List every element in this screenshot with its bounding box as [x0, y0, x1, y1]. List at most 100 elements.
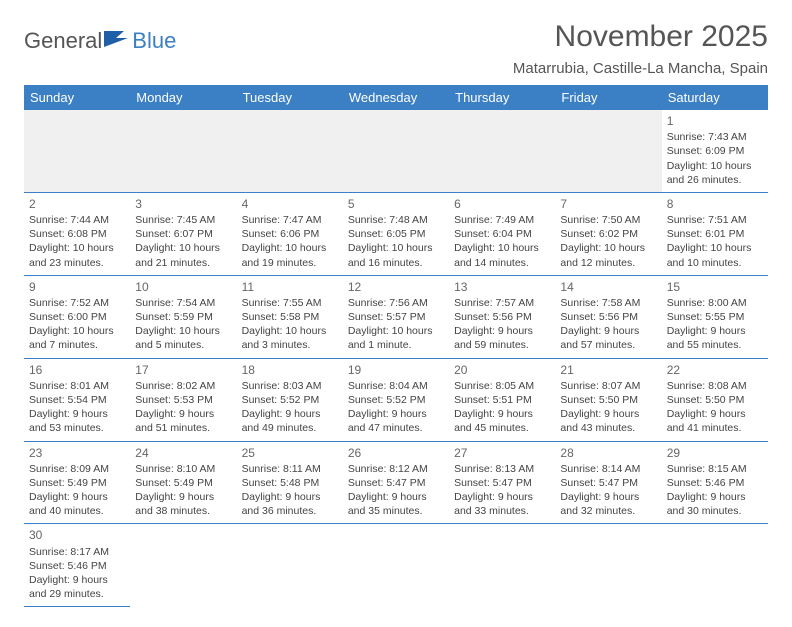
weekday-header: Monday [130, 85, 236, 110]
sunset-text: Sunset: 6:09 PM [667, 144, 763, 158]
weekday-header: Tuesday [237, 85, 343, 110]
sunrise-text: Sunrise: 8:09 AM [29, 462, 125, 476]
calendar-week-row: 2Sunrise: 7:44 AMSunset: 6:08 PMDaylight… [24, 192, 768, 275]
sunrise-text: Sunrise: 7:57 AM [454, 296, 550, 310]
day-number: 20 [454, 362, 550, 378]
daylight-text: Daylight: 9 hours and 35 minutes. [348, 490, 444, 518]
sunset-text: Sunset: 5:56 PM [560, 310, 656, 324]
calendar-week-row: 30Sunrise: 8:17 AMSunset: 5:46 PMDayligh… [24, 524, 768, 607]
calendar-day-cell: 7Sunrise: 7:50 AMSunset: 6:02 PMDaylight… [555, 192, 661, 275]
weekday-header: Friday [555, 85, 661, 110]
sunset-text: Sunset: 5:50 PM [667, 393, 763, 407]
sunrise-text: Sunrise: 8:15 AM [667, 462, 763, 476]
brand-part2: Blue [132, 28, 176, 54]
day-number: 21 [560, 362, 656, 378]
day-number: 12 [348, 279, 444, 295]
calendar-day-cell: 5Sunrise: 7:48 AMSunset: 6:05 PMDaylight… [343, 192, 449, 275]
calendar-day-cell: 15Sunrise: 8:00 AMSunset: 5:55 PMDayligh… [662, 275, 768, 358]
sunset-text: Sunset: 5:54 PM [29, 393, 125, 407]
daylight-text: Daylight: 10 hours and 3 minutes. [242, 324, 338, 352]
sunrise-text: Sunrise: 8:13 AM [454, 462, 550, 476]
calendar-day-cell: 25Sunrise: 8:11 AMSunset: 5:48 PMDayligh… [237, 441, 343, 524]
calendar-day-cell: 1Sunrise: 7:43 AMSunset: 6:09 PMDaylight… [662, 110, 768, 192]
day-number: 5 [348, 196, 444, 212]
sunset-text: Sunset: 6:07 PM [135, 227, 231, 241]
daylight-text: Daylight: 10 hours and 14 minutes. [454, 241, 550, 269]
calendar-day-cell: 28Sunrise: 8:14 AMSunset: 5:47 PMDayligh… [555, 441, 661, 524]
header: General Blue November 2025 Matarrubia, C… [24, 20, 768, 77]
sunset-text: Sunset: 5:50 PM [560, 393, 656, 407]
daylight-text: Daylight: 10 hours and 23 minutes. [29, 241, 125, 269]
sunrise-text: Sunrise: 8:00 AM [667, 296, 763, 310]
sunrise-text: Sunrise: 8:12 AM [348, 462, 444, 476]
calendar-day-cell [449, 524, 555, 607]
sunrise-text: Sunrise: 8:07 AM [560, 379, 656, 393]
weekday-header: Thursday [449, 85, 555, 110]
daylight-text: Daylight: 9 hours and 40 minutes. [29, 490, 125, 518]
sunset-text: Sunset: 5:56 PM [454, 310, 550, 324]
day-number: 15 [667, 279, 763, 295]
calendar-day-cell: 20Sunrise: 8:05 AMSunset: 5:51 PMDayligh… [449, 358, 555, 441]
day-number: 8 [667, 196, 763, 212]
calendar-day-cell: 12Sunrise: 7:56 AMSunset: 5:57 PMDayligh… [343, 275, 449, 358]
sunrise-text: Sunrise: 7:44 AM [29, 213, 125, 227]
sunset-text: Sunset: 6:02 PM [560, 227, 656, 241]
daylight-text: Daylight: 10 hours and 10 minutes. [667, 241, 763, 269]
calendar-day-cell [449, 110, 555, 192]
day-number: 16 [29, 362, 125, 378]
day-number: 26 [348, 445, 444, 461]
day-number: 7 [560, 196, 656, 212]
calendar-day-cell: 19Sunrise: 8:04 AMSunset: 5:52 PMDayligh… [343, 358, 449, 441]
daylight-text: Daylight: 9 hours and 51 minutes. [135, 407, 231, 435]
sunset-text: Sunset: 5:55 PM [667, 310, 763, 324]
calendar-day-cell: 16Sunrise: 8:01 AMSunset: 5:54 PMDayligh… [24, 358, 130, 441]
calendar-day-cell [555, 110, 661, 192]
day-number: 29 [667, 445, 763, 461]
calendar-day-cell [343, 110, 449, 192]
sunset-text: Sunset: 5:51 PM [454, 393, 550, 407]
daylight-text: Daylight: 9 hours and 59 minutes. [454, 324, 550, 352]
sunset-text: Sunset: 5:57 PM [348, 310, 444, 324]
calendar-body: 1Sunrise: 7:43 AMSunset: 6:09 PMDaylight… [24, 110, 768, 607]
sunset-text: Sunset: 5:52 PM [348, 393, 444, 407]
brand-logo: General Blue [24, 28, 176, 54]
sunset-text: Sunset: 6:00 PM [29, 310, 125, 324]
day-number: 18 [242, 362, 338, 378]
daylight-text: Daylight: 9 hours and 32 minutes. [560, 490, 656, 518]
calendar-day-cell: 22Sunrise: 8:08 AMSunset: 5:50 PMDayligh… [662, 358, 768, 441]
calendar-day-cell [237, 110, 343, 192]
calendar-day-cell: 2Sunrise: 7:44 AMSunset: 6:08 PMDaylight… [24, 192, 130, 275]
calendar-day-cell: 11Sunrise: 7:55 AMSunset: 5:58 PMDayligh… [237, 275, 343, 358]
day-number: 9 [29, 279, 125, 295]
sunrise-text: Sunrise: 7:49 AM [454, 213, 550, 227]
sunrise-text: Sunrise: 7:50 AM [560, 213, 656, 227]
calendar-day-cell: 14Sunrise: 7:58 AMSunset: 5:56 PMDayligh… [555, 275, 661, 358]
daylight-text: Daylight: 9 hours and 38 minutes. [135, 490, 231, 518]
month-title: November 2025 [513, 20, 768, 54]
sunset-text: Sunset: 6:01 PM [667, 227, 763, 241]
calendar-day-cell: 13Sunrise: 7:57 AMSunset: 5:56 PMDayligh… [449, 275, 555, 358]
daylight-text: Daylight: 9 hours and 41 minutes. [667, 407, 763, 435]
daylight-text: Daylight: 10 hours and 12 minutes. [560, 241, 656, 269]
calendar-day-cell [130, 110, 236, 192]
calendar-day-cell: 18Sunrise: 8:03 AMSunset: 5:52 PMDayligh… [237, 358, 343, 441]
calendar-day-cell: 23Sunrise: 8:09 AMSunset: 5:49 PMDayligh… [24, 441, 130, 524]
day-number: 30 [29, 527, 125, 543]
title-block: November 2025 Matarrubia, Castille-La Ma… [513, 20, 768, 77]
daylight-text: Daylight: 9 hours and 36 minutes. [242, 490, 338, 518]
calendar-day-cell [343, 524, 449, 607]
sunset-text: Sunset: 5:47 PM [560, 476, 656, 490]
day-number: 27 [454, 445, 550, 461]
day-number: 6 [454, 196, 550, 212]
calendar-day-cell: 30Sunrise: 8:17 AMSunset: 5:46 PMDayligh… [24, 524, 130, 607]
sunrise-text: Sunrise: 8:14 AM [560, 462, 656, 476]
sunset-text: Sunset: 6:04 PM [454, 227, 550, 241]
day-number: 23 [29, 445, 125, 461]
calendar-day-cell [555, 524, 661, 607]
sunrise-text: Sunrise: 8:10 AM [135, 462, 231, 476]
sunset-text: Sunset: 5:52 PM [242, 393, 338, 407]
sunset-text: Sunset: 6:05 PM [348, 227, 444, 241]
daylight-text: Daylight: 9 hours and 43 minutes. [560, 407, 656, 435]
calendar-day-cell: 6Sunrise: 7:49 AMSunset: 6:04 PMDaylight… [449, 192, 555, 275]
weekday-header: Saturday [662, 85, 768, 110]
